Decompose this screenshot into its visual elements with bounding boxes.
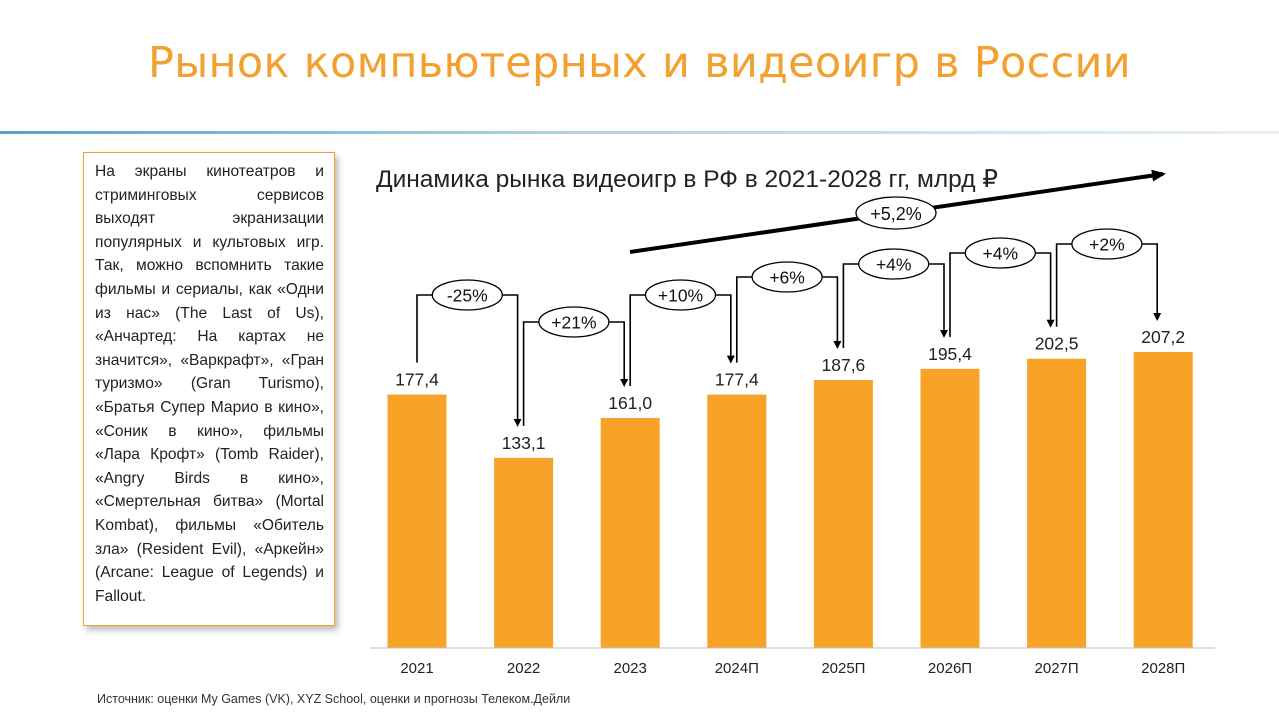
- value-label: 207,2: [1141, 327, 1185, 347]
- category-label: 2026П: [928, 660, 972, 677]
- growth-badge: [1071, 228, 1143, 260]
- category-label: 2021: [400, 660, 433, 677]
- bar-2021: [387, 394, 447, 648]
- note-box: На экраны кинотеатров и стриминговых сер…: [83, 152, 335, 626]
- growth-label: +10%: [658, 286, 703, 306]
- category-label: 2023: [614, 660, 647, 677]
- value-label: 202,5: [1035, 334, 1079, 354]
- bar-2024П: [707, 394, 767, 648]
- growth-label: +2%: [1089, 235, 1125, 255]
- category-label: 2027П: [1035, 660, 1079, 677]
- growth-badge: [858, 248, 930, 280]
- cagr-label: +5,2%: [870, 204, 922, 224]
- category-label: 2025П: [821, 660, 865, 677]
- growth-badge: [431, 279, 503, 311]
- growth-badge: [644, 279, 717, 311]
- value-label: 133,1: [502, 433, 546, 453]
- growth-badge: [964, 237, 1036, 269]
- growth-badge: [751, 261, 823, 293]
- value-label: 195,4: [928, 344, 972, 364]
- value-label: 161,0: [608, 393, 652, 413]
- bar-2027П: [1027, 358, 1087, 648]
- category-label: 2028П: [1141, 660, 1185, 677]
- value-label: 177,4: [715, 370, 759, 390]
- category-label: 2024П: [715, 660, 759, 677]
- note-text: На экраны кинотеатров и стриминговых сер…: [95, 163, 324, 605]
- value-label: 187,6: [822, 355, 866, 375]
- growth-label: +6%: [769, 268, 805, 288]
- category-label: 2022: [507, 660, 540, 677]
- source-note: Источник: оценки My Games (VK), XYZ Scho…: [97, 692, 571, 706]
- cagr-badge: [855, 196, 937, 230]
- growth-label: +4%: [876, 255, 912, 275]
- growth-label: -25%: [447, 286, 488, 306]
- growth-badge: [538, 306, 610, 338]
- page-title: Рынок компьютерных и видеоигр в России: [147, 38, 1131, 88]
- chart-title: Динамика рынка видеоигр в РФ в 2021-2028…: [376, 166, 998, 193]
- bar-2023: [600, 417, 660, 648]
- value-label: 177,4: [395, 370, 439, 390]
- growth-label: +4%: [983, 244, 1019, 264]
- bar-2026П: [920, 368, 980, 648]
- growth-label: +21%: [551, 313, 596, 333]
- bar-2025П: [813, 379, 873, 648]
- bar-2022: [494, 457, 554, 648]
- bar-2028П: [1133, 351, 1193, 648]
- title-divider: [0, 131, 1279, 134]
